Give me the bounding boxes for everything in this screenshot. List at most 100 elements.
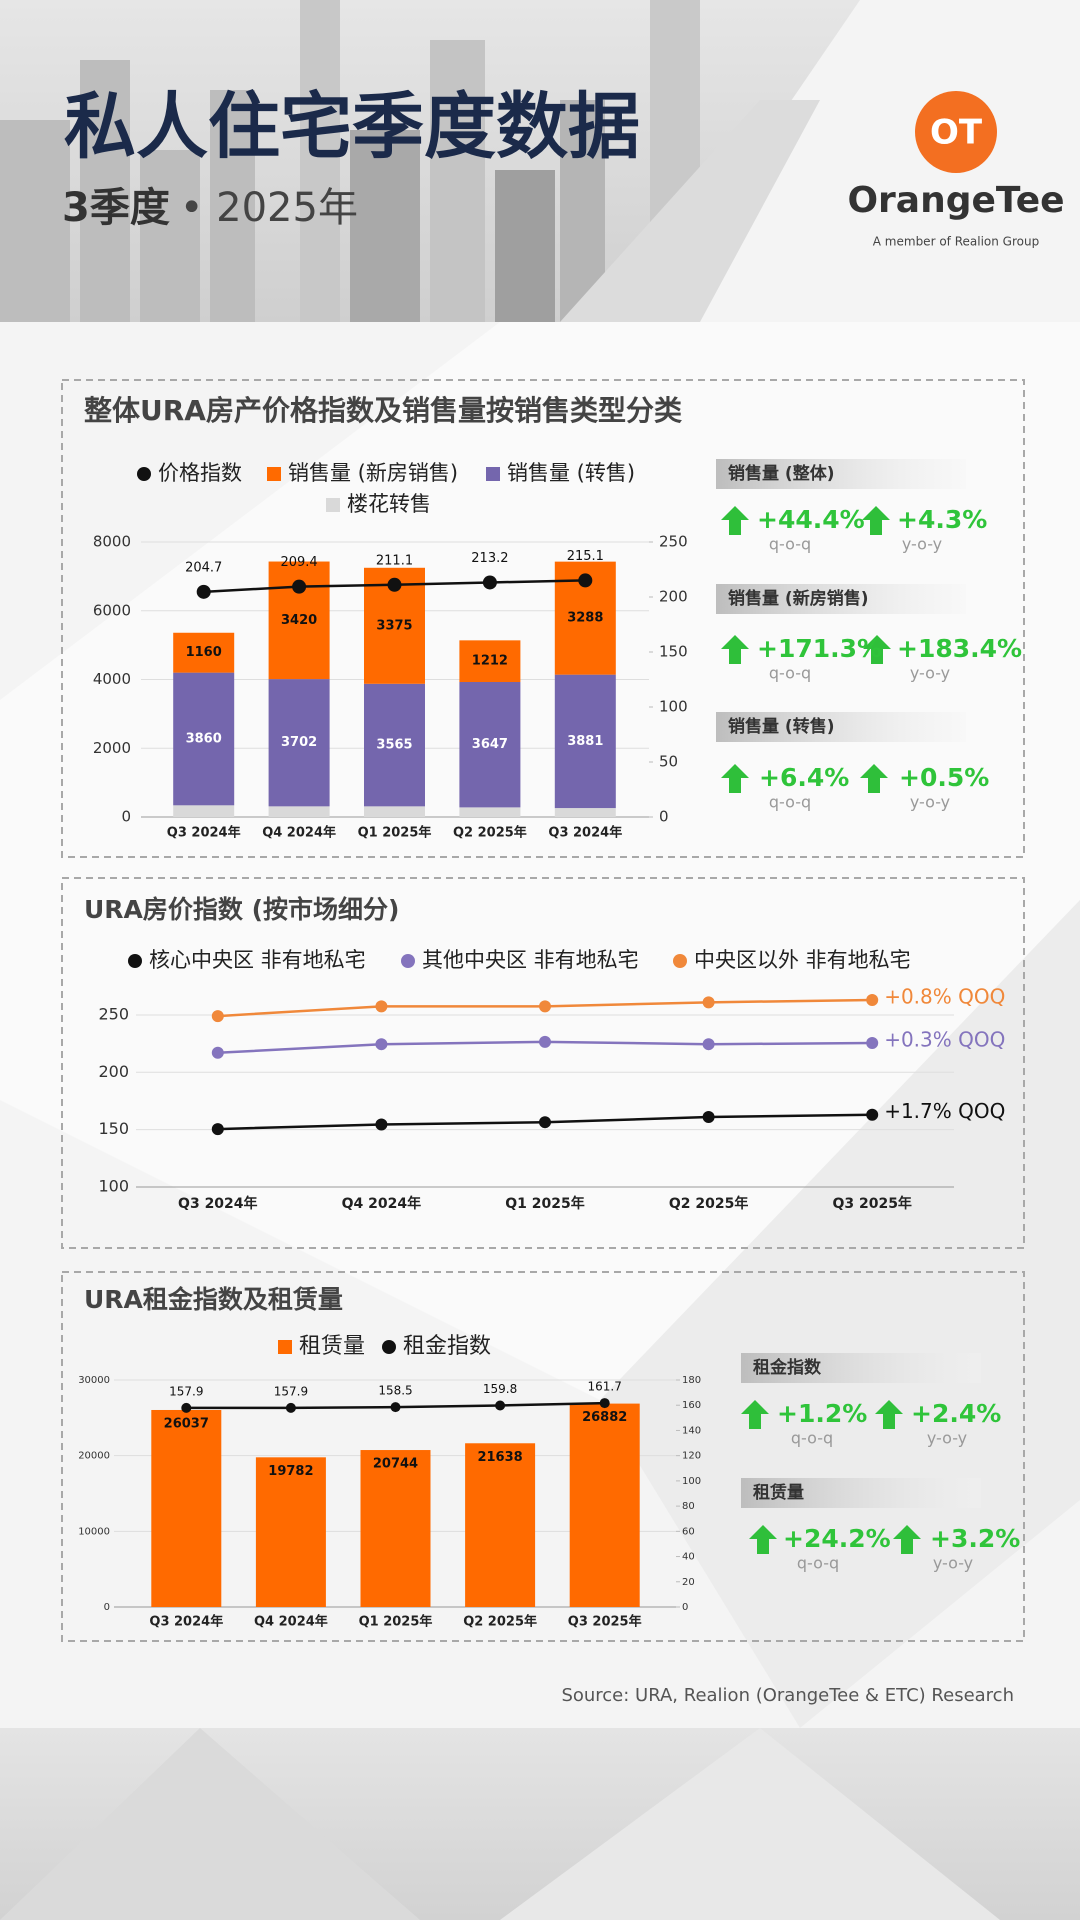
stat-value: +171.3%	[757, 634, 882, 663]
up-arrow	[875, 1400, 903, 1429]
data-label: 211.1	[376, 553, 413, 568]
source: Source: URA, Realion (OrangeTee & ETC) R…	[561, 1685, 1014, 1706]
y2-tick-label: 20	[682, 1577, 695, 1588]
x-tick-label: Q1 2025年	[358, 825, 432, 841]
stat-value: +24.2%	[783, 1524, 891, 1553]
panel	[61, 877, 1025, 1249]
legend-label: 销售量 (转售)	[507, 461, 635, 485]
point	[702, 1038, 715, 1051]
stat-value: +4.3%	[897, 505, 987, 534]
y-tick-label: 200	[98, 1062, 129, 1081]
legend-label: 楼花转售	[347, 492, 431, 516]
point	[539, 1035, 551, 1048]
bg-shape	[560, 100, 820, 322]
point	[211, 1010, 224, 1023]
data-label: 19782	[268, 1464, 313, 1479]
bar	[173, 805, 235, 817]
stat-value: +0.5%	[899, 763, 989, 792]
y2-tick-label: 200	[659, 588, 688, 606]
point	[866, 1108, 879, 1121]
up-arrow	[749, 1525, 777, 1554]
up-arrow	[721, 635, 749, 664]
data-label: 209.4	[280, 555, 317, 570]
legend-label: 中央区以外 非有地私宅	[694, 948, 911, 972]
point	[702, 996, 715, 1009]
stat-value: +44.4%	[757, 505, 865, 534]
end-label: +1.7% QOQ	[884, 1099, 1005, 1123]
point	[539, 1000, 551, 1013]
stat-caption: y-o-y	[933, 1554, 973, 1573]
legend-label: 租金指数	[403, 1334, 491, 1359]
y-tick-label: 2000	[93, 739, 131, 757]
data-label: 157.9	[274, 1384, 308, 1398]
y-tick-label: 30000	[78, 1375, 110, 1386]
y2-tick-label: 180	[682, 1375, 701, 1386]
data-label: 3565	[376, 738, 412, 753]
bar	[173, 632, 235, 673]
data-label: 3881	[567, 734, 603, 749]
x-tick-label: Q2 2025年	[463, 1614, 537, 1630]
stat-caption: q-o-q	[797, 1554, 839, 1573]
chart-title: URA租金指数及租赁量	[84, 1285, 343, 1314]
stat-header: 销售量 (整体)	[728, 463, 834, 484]
stat-caption: y-o-y	[910, 664, 950, 683]
y-tick-label: 4000	[93, 670, 131, 688]
point	[495, 1400, 506, 1411]
subtitle-quarter: 3季度	[62, 185, 170, 231]
y2-tick-label: 120	[682, 1451, 701, 1462]
point	[390, 1402, 401, 1413]
y2-tick-label: 100	[682, 1476, 701, 1487]
point	[599, 1398, 610, 1409]
data-label: 1212	[472, 654, 508, 669]
up-arrow	[860, 764, 888, 793]
bar	[459, 807, 521, 817]
point	[285, 1402, 296, 1413]
up-arrow	[862, 506, 890, 535]
legend-marker	[128, 954, 142, 968]
bar	[268, 806, 330, 817]
point	[181, 1402, 192, 1413]
x-tick-label: Q3 2025年	[832, 1195, 911, 1212]
y-tick-label: 250	[98, 1004, 129, 1023]
point	[482, 575, 497, 590]
x-tick-label: Q3 2024年	[178, 1195, 257, 1212]
end-label: +0.3% QOQ	[884, 1028, 1005, 1052]
bar	[151, 1409, 222, 1607]
page-title: 私人住宅季度数据	[64, 85, 640, 169]
y2-tick-label: 150	[659, 643, 688, 661]
data-label: 159.8	[483, 1382, 517, 1396]
stat-value: +183.4%	[897, 634, 1022, 663]
logo-tagline: A member of Realion Group	[873, 235, 1039, 249]
legend-marker	[267, 467, 281, 481]
stat-header-bg	[716, 459, 966, 489]
x-tick-label: Q2 2025年	[669, 1195, 748, 1212]
stat-caption: q-o-q	[791, 1429, 833, 1448]
point	[375, 1038, 388, 1051]
data-label: 20744	[373, 1457, 418, 1472]
bar	[569, 1403, 640, 1607]
stat-caption: q-o-q	[769, 535, 811, 554]
panel	[61, 379, 1025, 858]
stat-value: +6.4%	[759, 763, 849, 792]
bar	[364, 806, 425, 817]
legend-label: 其他中央区 非有地私宅	[422, 948, 639, 972]
legend-marker	[382, 1340, 396, 1354]
x-tick-label: Q2 2025年	[453, 825, 527, 841]
y-tick-label: 20000	[78, 1451, 110, 1462]
point	[292, 579, 307, 594]
y2-tick-label: 100	[659, 698, 688, 716]
legend-marker	[486, 467, 500, 481]
skyline	[0, 0, 700, 322]
end-label: +0.8% QOQ	[884, 985, 1005, 1009]
y2-tick-label: 40	[682, 1552, 695, 1563]
bg-shape	[0, 1728, 420, 1920]
legend-marker	[137, 467, 151, 481]
logo-circle	[915, 91, 997, 173]
y2-tick-label: 60	[682, 1526, 695, 1537]
stat-caption: y-o-y	[902, 535, 942, 554]
bar	[554, 674, 616, 809]
point	[539, 1116, 551, 1129]
stat-caption: q-o-q	[769, 664, 811, 683]
